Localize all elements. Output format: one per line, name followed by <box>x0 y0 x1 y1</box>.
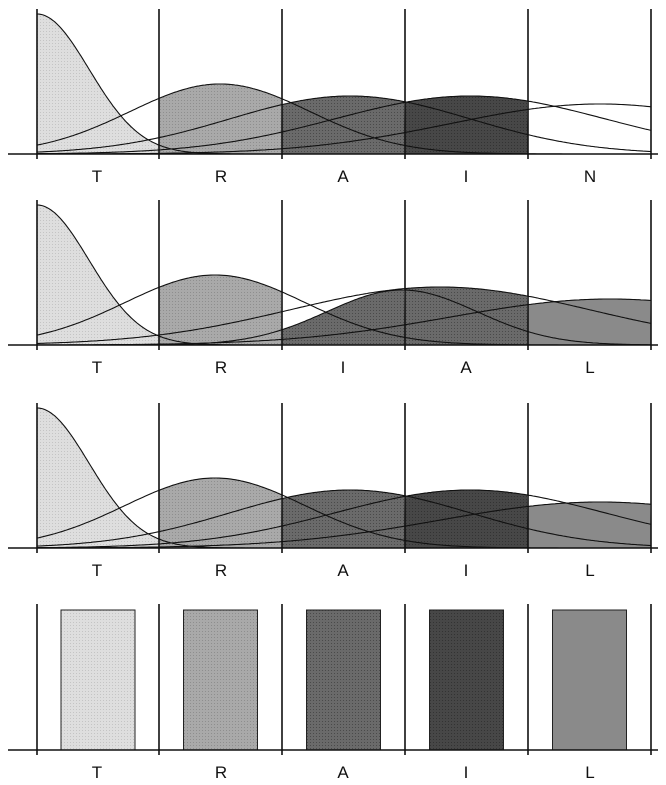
train-curves-panel: T R A I N <box>8 9 658 186</box>
letter-label: R <box>215 358 227 377</box>
segment-area <box>159 275 282 345</box>
letter-bar <box>60 609 136 751</box>
letter-label: I <box>464 763 469 782</box>
activation-curve <box>37 501 652 549</box>
letter-label: A <box>460 358 472 377</box>
letter-label: L <box>585 358 594 377</box>
trial-curves-panel: T R I A L <box>8 200 658 377</box>
segment-area <box>405 490 528 548</box>
letter-bar <box>183 609 258 751</box>
letter-bar <box>552 609 627 751</box>
segment-area <box>159 478 282 548</box>
segment-area <box>405 96 528 154</box>
letter-label: R <box>215 167 227 186</box>
trail-bars-panel: T R A I L <box>8 604 658 782</box>
segment-area <box>528 502 651 548</box>
letter-label: T <box>92 167 102 186</box>
letter-bar <box>429 609 504 751</box>
segment-area <box>528 299 651 345</box>
letter-label: A <box>337 763 349 782</box>
letter-label: A <box>337 167 349 186</box>
segment-area <box>282 96 405 154</box>
letter-label: L <box>585 561 594 580</box>
trail-curves-panel: T R A I L <box>8 403 658 580</box>
segment-area <box>159 84 282 154</box>
segment-area <box>282 290 405 345</box>
activation-curve <box>36 489 652 547</box>
segment-area <box>405 287 528 345</box>
letter-label: L <box>585 763 594 782</box>
letter-label: T <box>92 358 102 377</box>
activation-curve <box>36 95 652 153</box>
letter-label: I <box>464 167 469 186</box>
letter-label: T <box>92 561 102 580</box>
letter-label: R <box>215 763 227 782</box>
letter-label: I <box>464 561 469 580</box>
letter-bar <box>306 609 381 751</box>
segment-area <box>282 490 405 548</box>
activation-curve <box>36 95 652 155</box>
activation-curve <box>36 489 652 549</box>
letter-label: N <box>584 167 596 186</box>
activation-curve <box>37 286 652 344</box>
letter-label: T <box>92 763 102 782</box>
letter-label: R <box>215 561 227 580</box>
letter-label: I <box>341 358 346 377</box>
letter-label: A <box>337 561 349 580</box>
